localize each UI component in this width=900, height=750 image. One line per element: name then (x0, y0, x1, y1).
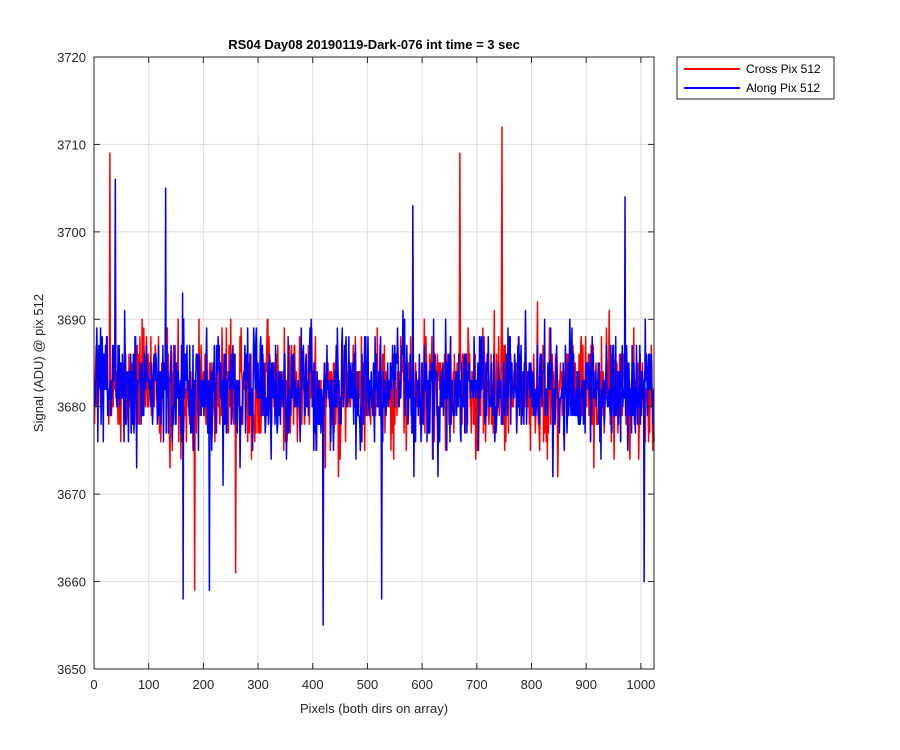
chart-title: RS04 Day08 20190119-Dark-076 int time = … (228, 37, 520, 52)
y-tick-label: 3700 (57, 225, 86, 240)
x-tick-label: 600 (411, 677, 433, 692)
x-axis-label: Pixels (both dirs on array) (300, 701, 448, 716)
x-tick-label: 500 (357, 677, 379, 692)
x-tick-label: 0 (90, 677, 97, 692)
x-tick-label: 100 (138, 677, 160, 692)
y-tick-label: 3670 (57, 487, 86, 502)
x-tick-label: 900 (575, 677, 597, 692)
x-tick-label: 700 (466, 677, 488, 692)
x-tick-label: 300 (247, 677, 269, 692)
y-tick-label: 3680 (57, 400, 86, 415)
y-tick-label: 3660 (57, 575, 86, 590)
legend-label-along: Along Pix 512 (746, 81, 820, 95)
x-tick-label: 400 (302, 677, 324, 692)
y-axis-label: Signal (ADU) @ pix 512 (31, 294, 46, 432)
legend: Cross Pix 512 Along Pix 512 (677, 57, 834, 99)
y-tick-label: 3720 (57, 50, 86, 65)
legend-label-cross: Cross Pix 512 (746, 62, 821, 76)
x-tick-label: 200 (193, 677, 215, 692)
y-tick-label: 3650 (57, 662, 86, 677)
x-tick-label: 800 (521, 677, 543, 692)
y-tick-label: 3690 (57, 312, 86, 327)
x-tick-label: 1000 (626, 677, 655, 692)
y-tick-label: 3710 (57, 137, 86, 152)
